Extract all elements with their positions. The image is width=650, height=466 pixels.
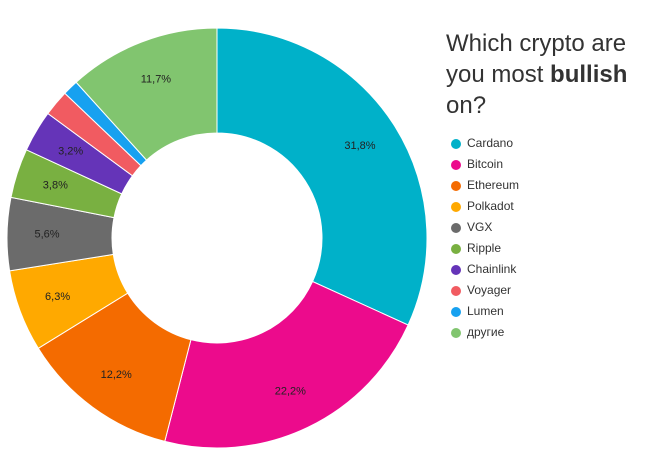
slice-label: 31,8% <box>344 140 375 152</box>
legend-label: Voyager <box>467 283 511 297</box>
slice <box>164 280 409 449</box>
legend-label: Cardano <box>467 136 513 150</box>
legend-label: Chainlink <box>467 262 517 276</box>
slice <box>75 27 218 161</box>
legend-swatch <box>451 265 461 275</box>
legend-label: Ripple <box>467 241 501 255</box>
slice-label: 5,6% <box>34 229 59 241</box>
legend-swatch <box>451 244 461 254</box>
legend-label: Bitcoin <box>467 157 503 171</box>
legend-label: Polkadot <box>467 199 514 213</box>
legend-swatch <box>451 328 461 338</box>
legend-swatch <box>451 202 461 212</box>
slice-label: 11,7% <box>141 73 172 85</box>
legend-label: Ethereum <box>467 178 519 192</box>
slice-label: 22,2% <box>275 385 306 397</box>
legend-swatch <box>451 223 461 233</box>
title-part: on? <box>446 92 487 119</box>
title-bold: bullish <box>550 61 628 88</box>
slice-label: 6,3% <box>45 291 70 303</box>
legend-swatch <box>451 307 461 317</box>
slice-label: 3,2% <box>58 145 83 157</box>
slice-label: 3,8% <box>43 179 68 191</box>
legend-label: VGX <box>467 220 492 234</box>
chart-title: Which crypto are you most bullish on? <box>446 28 641 121</box>
legend-label: другие <box>467 325 505 339</box>
legend-swatch <box>451 181 461 191</box>
slice <box>216 27 428 326</box>
legend-swatch <box>451 286 461 296</box>
legend-swatch <box>451 139 461 149</box>
legend-label: Lumen <box>467 304 504 318</box>
legend-swatch <box>451 160 461 170</box>
title-part: Which crypto are you most <box>446 30 627 88</box>
slice-label: 12,2% <box>101 369 132 381</box>
